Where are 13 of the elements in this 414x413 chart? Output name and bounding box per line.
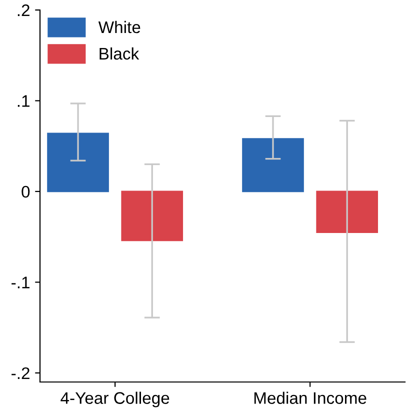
x-tick-label: Median Income: [254, 392, 366, 404]
bar: [47, 132, 109, 192]
bar: [121, 190, 184, 242]
y-tick-label: -.2: [12, 367, 30, 379]
x-tick-label: 4-Year College: [60, 392, 170, 408]
legend-label: White: [98, 20, 140, 34]
legend-label: Black: [100, 47, 140, 60]
bar: [242, 138, 304, 192]
y-tick-label: .1: [18, 95, 30, 107]
y-tick-label: 0: [22, 186, 30, 198]
bar: [316, 190, 378, 233]
y-tick-label: -.1: [12, 276, 30, 288]
y-tick-label: .2: [18, 4, 30, 16]
